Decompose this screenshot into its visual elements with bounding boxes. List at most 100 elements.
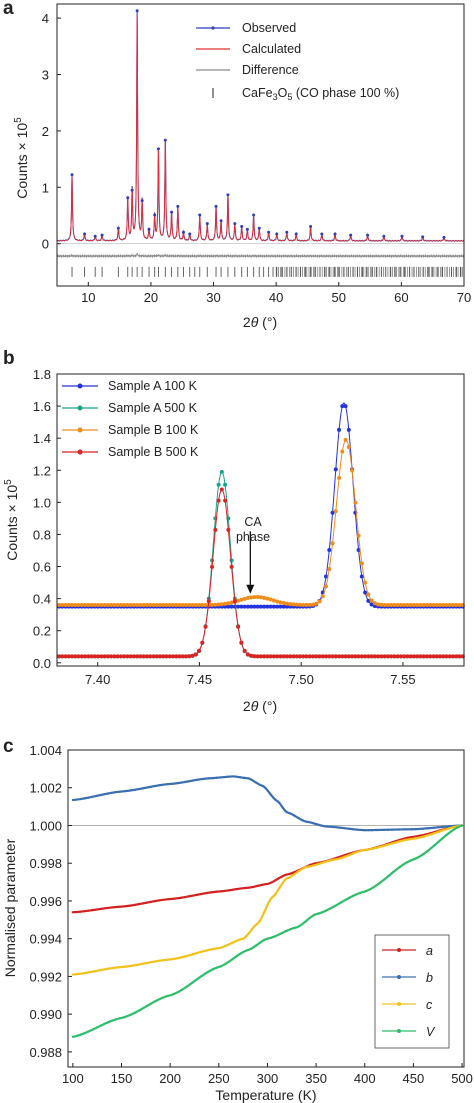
- series-point-3: [405, 654, 410, 659]
- series-point-2: [115, 603, 120, 608]
- c-xtick-label-450: 450: [403, 1071, 425, 1086]
- series-point-2: [154, 603, 159, 608]
- panel-a: a 10 20 30 40 50 60 70 0 1 2 3 4 Counts × 105 2θ (°…: [3, 0, 471, 330]
- series-V-point: [344, 898, 347, 902]
- series-c-point: [301, 867, 304, 870]
- series-point-2: [307, 602, 312, 607]
- series-point-2: [102, 603, 107, 608]
- c-ytick-label-6: 1.000: [29, 818, 62, 833]
- series-point-3: [340, 654, 345, 659]
- series-point-3: [76, 654, 81, 659]
- series-b-point: [235, 775, 238, 778]
- series-b-point: [394, 828, 397, 831]
- series-b-point: [223, 775, 226, 779]
- series-a-point: [204, 892, 207, 895]
- series-point-2: [369, 598, 374, 603]
- series-point-3: [307, 654, 312, 659]
- series-a-point: [184, 895, 187, 899]
- a-xtick-label-50: 50: [332, 290, 346, 305]
- series-a-point: [266, 882, 269, 886]
- series-b-point: [87, 796, 90, 799]
- series-c-point: [161, 959, 164, 962]
- b-ytick-label-2: 0.4: [33, 592, 51, 607]
- c-ytick-label-8: 1.004: [29, 743, 62, 758]
- series-point-2: [376, 602, 381, 607]
- series-c-point: [328, 859, 331, 862]
- observed-point-37: [400, 234, 404, 238]
- b-legend-marker-1: [77, 405, 83, 411]
- series-c-point: [285, 877, 289, 880]
- series-point-2: [144, 603, 149, 608]
- series-point-2: [197, 603, 202, 608]
- observed-point-34: [349, 233, 353, 237]
- annotation-phase: phase: [236, 530, 270, 544]
- series-V-point: [270, 936, 273, 939]
- series-point-2: [434, 603, 439, 608]
- series-c-point: [149, 961, 152, 964]
- series-c-point: [258, 920, 261, 923]
- c-legend-marker-b: [397, 975, 401, 979]
- series-b-point: [383, 828, 386, 831]
- series-V-point: [153, 1000, 156, 1003]
- series-b-point: [297, 817, 300, 820]
- series-c-point: [137, 963, 141, 966]
- series-point-3: [434, 654, 439, 659]
- series-a-point: [239, 887, 242, 890]
- series-b-point: [332, 825, 335, 829]
- series-point-2: [275, 599, 280, 604]
- series-point-2: [70, 603, 75, 608]
- series-b-point: [355, 828, 359, 831]
- series-V-point: [336, 903, 339, 906]
- series-c-point: [192, 952, 195, 956]
- series-point-3: [128, 654, 133, 659]
- series-V-point: [297, 925, 300, 928]
- series-point-2: [343, 437, 348, 442]
- series-point-3: [184, 654, 189, 659]
- series-point-2: [96, 603, 101, 608]
- observed-point-32: [320, 232, 324, 236]
- series-V-point: [414, 857, 417, 860]
- series-c-point: [398, 840, 401, 843]
- series-c-point: [196, 951, 199, 955]
- panel-c-xlabel: Temperature (K): [215, 1087, 316, 1103]
- observed-point-27: [267, 230, 271, 234]
- series-point-2: [451, 603, 456, 608]
- series-point-3: [421, 654, 426, 659]
- series-point-3: [210, 564, 215, 569]
- series-c-point: [118, 966, 121, 969]
- series-b-point: [410, 828, 413, 831]
- series-b-point: [172, 782, 176, 785]
- series-point-0: [271, 604, 276, 609]
- series-a-point: [145, 901, 148, 904]
- observed-point-3: [100, 233, 104, 237]
- series-V-point: [176, 990, 180, 994]
- series-point-2: [402, 603, 407, 608]
- series-point-2: [63, 603, 68, 608]
- series-point-2: [122, 603, 127, 608]
- series-a-point: [114, 905, 117, 909]
- series-c-point: [340, 856, 343, 860]
- observed-point-17: [198, 213, 202, 217]
- series-c-point: [278, 887, 281, 890]
- series-a-point: [274, 879, 277, 882]
- series-point-0: [369, 602, 374, 607]
- series-point-0: [229, 604, 234, 609]
- series-c-point: [102, 968, 106, 971]
- series-point-2: [392, 603, 397, 608]
- series-V-point: [172, 992, 176, 996]
- b-ytick-label-9: 1.8: [33, 367, 51, 382]
- series-c-point: [336, 857, 339, 861]
- series-c-point: [169, 958, 172, 961]
- series-V-point: [122, 1016, 125, 1019]
- series-c-point: [281, 881, 285, 884]
- series-point-2: [297, 602, 302, 607]
- series-point-2: [187, 603, 192, 608]
- series-b-point: [83, 797, 86, 800]
- series-V-point: [359, 891, 362, 894]
- series-b-point: [390, 828, 394, 831]
- series-a-point: [149, 900, 152, 904]
- series-c-point: [348, 854, 351, 857]
- series-c-point: [235, 939, 238, 943]
- series-c-point: [157, 959, 160, 963]
- series-V-point: [266, 937, 269, 940]
